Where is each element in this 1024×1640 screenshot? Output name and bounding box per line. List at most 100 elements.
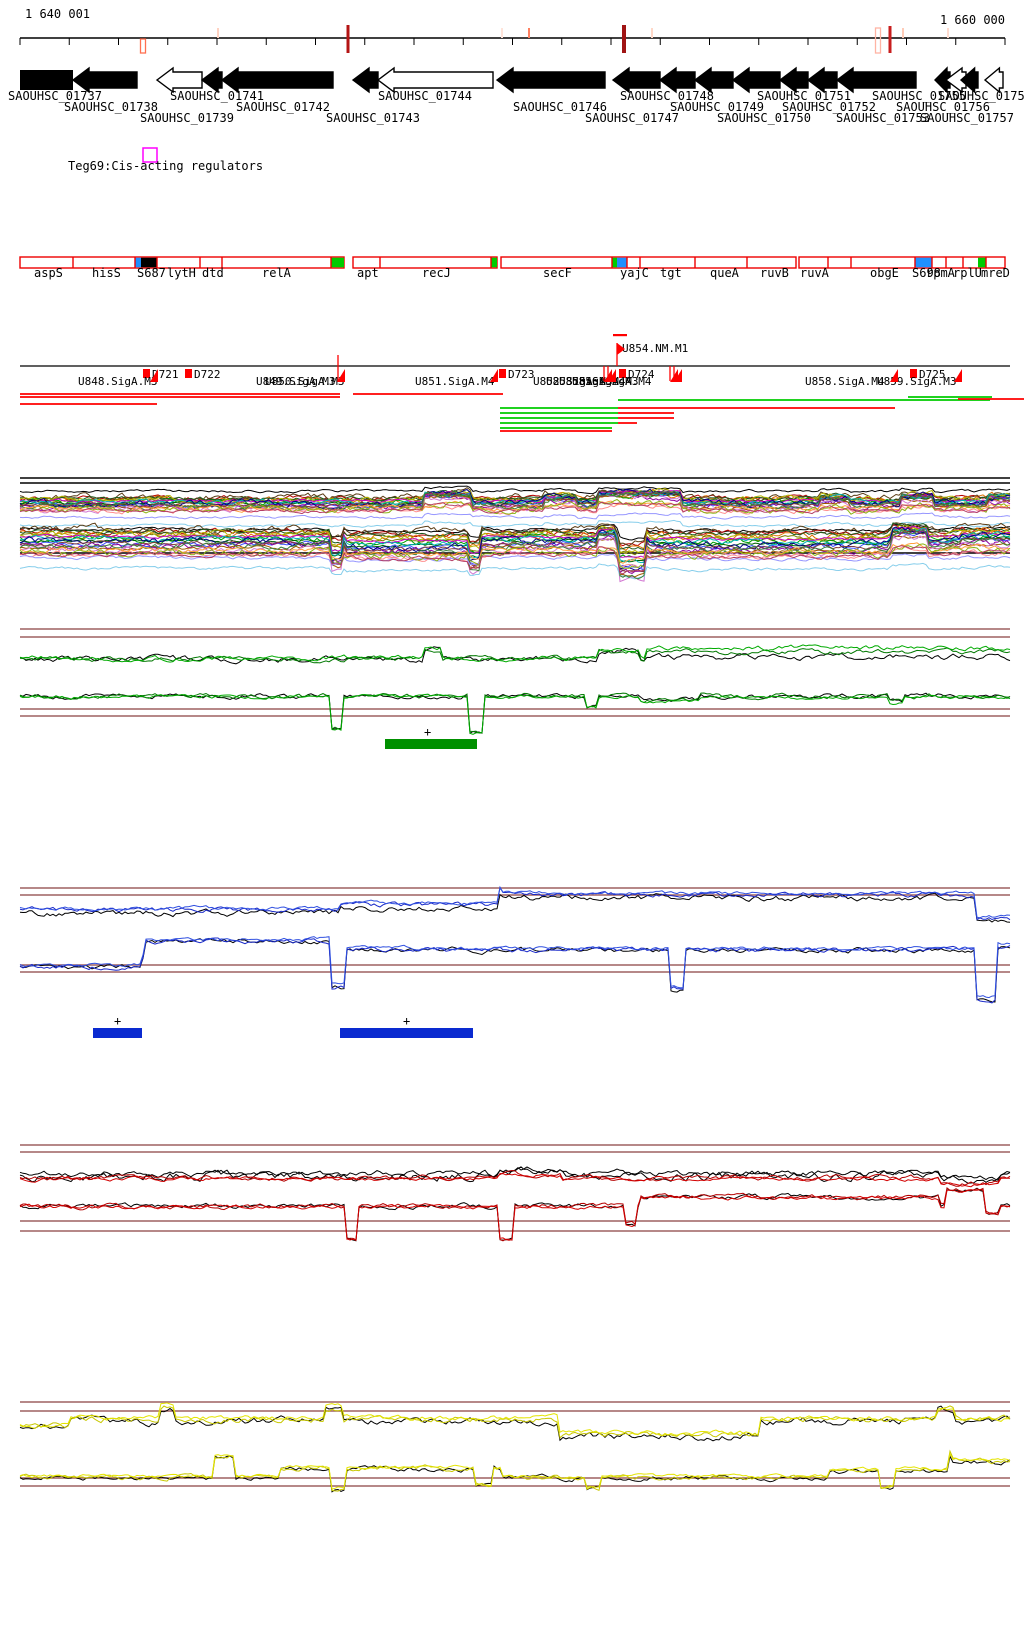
d-site-marker[interactable] (185, 369, 192, 378)
expression-trace (19, 1452, 1011, 1490)
expression-trace (19, 1189, 1011, 1241)
gene-label: SAOUHSC_01753 (836, 111, 930, 125)
teg-regulator-annotation: Teg69:Cis-acting regulators (68, 147, 263, 173)
tss-flag-icon[interactable] (337, 369, 345, 382)
operon-gene-label: apt (357, 266, 379, 280)
segment-call-bar[interactable] (385, 739, 477, 749)
expression-track-blue-condition: + + (19, 885, 1011, 1038)
gene-label: SAOUHSC_01742 (236, 100, 330, 114)
expression-track-red-condition (19, 1144, 1011, 1242)
teg69-region-box[interactable] (142, 147, 158, 163)
gene-arrow[interactable] (20, 70, 73, 90)
plus-strand-mark: + (424, 725, 431, 739)
expression-trace (19, 490, 1011, 508)
gene-arrow[interactable] (495, 66, 606, 94)
expression-trace (19, 524, 1011, 554)
d-site-marker[interactable] (619, 369, 626, 378)
teg69-label: Teg69:Cis-acting regulators (68, 159, 263, 173)
gene-label: SAOUHSC_01746 (513, 100, 607, 114)
operon-gene-label: mreD (981, 266, 1010, 280)
expression-trace (19, 1454, 1011, 1493)
gene-arrow[interactable] (376, 66, 494, 94)
tss-annotation-track: D721 D722 D723 D724 D725 U848.SigA.M3 U849.Sig… (20, 334, 1010, 388)
operon-box[interactable] (798, 256, 1006, 269)
u854-flag-icon[interactable] (617, 343, 625, 355)
operon-feature-box[interactable] (612, 257, 617, 268)
tss-site-label: U849.SigA.M3 (256, 375, 335, 388)
variant-mark (622, 25, 626, 53)
d-site-label: D724 (628, 368, 655, 381)
tss-flag-icon[interactable] (674, 369, 682, 382)
gene-label: SAOUHSC_01756 (896, 100, 990, 114)
gene-label: SAOUHSC_01739 (140, 111, 234, 125)
expression-trace (19, 647, 1011, 664)
expression-trace (19, 937, 1011, 1003)
expression-track-yellow-condition (19, 1401, 1011, 1493)
expression-trace (19, 493, 1011, 511)
gene-arrow[interactable] (983, 66, 1004, 94)
tss-flag-icon[interactable] (954, 369, 962, 382)
operon-feature-box[interactable] (491, 257, 497, 268)
operon-feature-box[interactable] (135, 257, 141, 268)
operon-feature-box[interactable] (141, 257, 157, 268)
gene-arrow[interactable] (351, 66, 379, 94)
expression-trace (19, 936, 1011, 999)
gene-label: SAOUHSC_01737 (8, 89, 102, 103)
tss-site-label: U848.SigA.M3 (78, 375, 157, 388)
expression-trace (19, 886, 1011, 921)
d-site-label: D723 (508, 368, 535, 381)
operon-gene-label: ruvA (800, 266, 830, 280)
tss-site-label: U854.NM.M1 (622, 342, 688, 355)
expression-trace (19, 487, 1011, 504)
expression-trace (19, 644, 1011, 663)
operon-gene-label: rplU (953, 266, 982, 280)
tss-site-label: U859.SigA.M3 (877, 375, 956, 388)
d-site-marker[interactable] (143, 369, 150, 378)
expression-trace (19, 522, 1011, 547)
tss-flag-icon[interactable] (490, 369, 498, 382)
d-site-marker[interactable] (910, 369, 917, 378)
expression-trace (19, 529, 1011, 580)
gene-arrow[interactable] (835, 66, 917, 94)
gene-label: SAOUHSC_01738 (64, 100, 158, 114)
operon-gene-label: tgt (660, 266, 682, 280)
gene-label: SAOUHSC_01748 (620, 89, 714, 103)
segment-call-bar[interactable] (93, 1028, 142, 1038)
operon-box[interactable] (500, 256, 797, 269)
d-site-marker[interactable] (499, 369, 506, 378)
variant-mark (501, 28, 503, 38)
tss-flag-icon[interactable] (890, 369, 898, 382)
expression-trace (19, 519, 1011, 528)
gene-label: SAOUHSC_01743 (326, 111, 420, 125)
expression-trace (19, 500, 1010, 513)
expression-trace (19, 1449, 1011, 1492)
operon-feature-box[interactable] (915, 257, 932, 268)
operon-feature-box[interactable] (617, 257, 627, 268)
plus-strand-mark: + (403, 1014, 410, 1028)
tss-flag-icon[interactable] (150, 369, 158, 382)
operon-gene-label: queA (710, 266, 740, 280)
gene-label: SAOUHSC_01751 (757, 89, 851, 103)
expression-trace (19, 501, 1011, 515)
expression-trace (19, 562, 1011, 580)
gene-arrow[interactable] (220, 66, 334, 94)
segment-call-bar[interactable] (340, 1028, 473, 1038)
expression-trace (19, 1187, 1011, 1242)
transcript-segments-track (20, 393, 1024, 432)
operon-feature-box[interactable] (331, 257, 344, 268)
expression-trace (19, 553, 1011, 569)
operon-feature-box[interactable] (978, 257, 986, 268)
gene-arrow[interactable] (71, 66, 138, 94)
operon-gene-label: yajC (620, 266, 649, 280)
gene-label: SAOUHSC_01755 (872, 89, 966, 103)
variant-mark-open (874, 27, 882, 54)
tss-flag-icon[interactable] (608, 369, 616, 382)
gene-label: SAOUHSC_01757 (920, 111, 1014, 125)
expression-trace (19, 543, 1011, 569)
expression-trace (19, 485, 1011, 495)
operon-gene-label: dtd (202, 266, 224, 280)
expression-profile-tracks: ++ + (19, 477, 1011, 1493)
gene-arrow[interactable] (959, 66, 979, 94)
